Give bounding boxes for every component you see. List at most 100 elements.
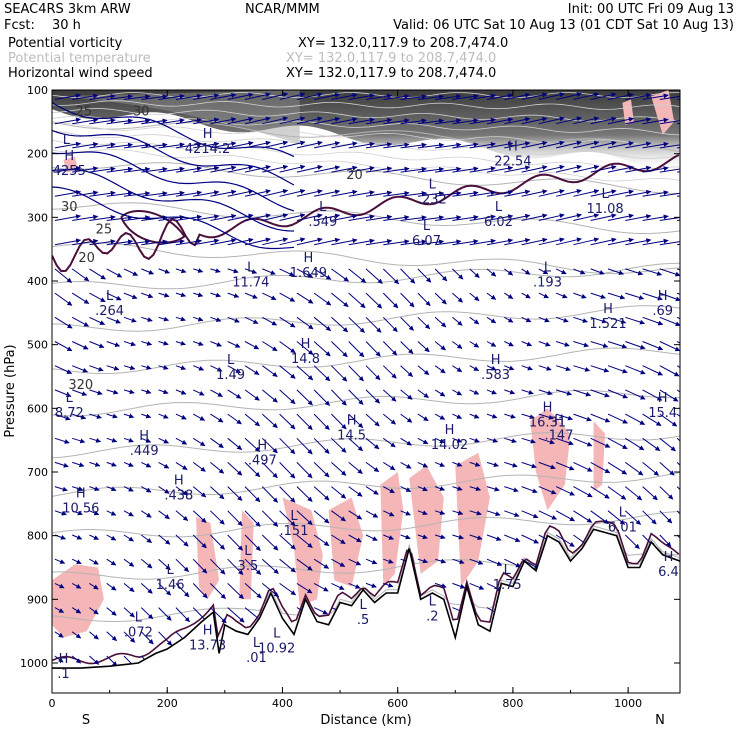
wind-arrow [538, 413, 554, 420]
wind-arrow [607, 389, 628, 399]
extremum-letter: L [429, 595, 437, 610]
wind-arrow [210, 558, 226, 575]
wind-arrow [71, 655, 82, 664]
wind-arrow [573, 461, 593, 472]
wind-arrow [348, 117, 375, 125]
contour-label: 30 [133, 105, 150, 120]
extremum-letter: H [139, 429, 149, 444]
wind-arrow [452, 268, 464, 280]
wind-arrow [210, 365, 223, 372]
wind-arrow [296, 534, 313, 548]
wind-arrow [538, 486, 557, 495]
wind-arrow [296, 389, 313, 406]
wind-arrow [434, 389, 446, 397]
wind-arrow [642, 292, 663, 301]
wind-arrow [555, 365, 571, 372]
south-label: S [82, 713, 90, 728]
wind-arrow [106, 215, 133, 221]
extremum-value: .1 [57, 667, 69, 682]
wind-arrow [590, 316, 608, 324]
wind-arrow [555, 116, 582, 125]
wind-arrow [261, 389, 278, 403]
wind-arrow [573, 116, 600, 125]
wind-arrow [227, 116, 254, 125]
wind-arrow [452, 558, 465, 565]
wind-arrow [296, 164, 323, 173]
wind-arrow [244, 341, 260, 350]
x-tick-label: 0 [49, 697, 56, 710]
wind-arrow [175, 389, 187, 395]
wind-arrow [72, 214, 99, 221]
extremum-letter: L [227, 353, 235, 368]
wind-arrow [348, 190, 375, 197]
wind-arrow [331, 413, 347, 430]
wind-arrow [365, 316, 382, 333]
wind-arrow [193, 117, 220, 125]
wind-arrow [279, 116, 306, 125]
wind-arrow [54, 631, 64, 638]
wind-arrow [348, 534, 362, 543]
wind-arrow [193, 190, 220, 197]
wind-arrow [538, 341, 551, 347]
wind-arrow [313, 165, 341, 173]
wind-arrow [331, 558, 346, 567]
wind-arrow [54, 292, 73, 306]
extremum-value: 14.8 [291, 352, 320, 367]
wind-arrow [106, 268, 123, 278]
wind-arrow [106, 607, 117, 616]
wind-arrow [244, 164, 271, 173]
wind-arrow [383, 437, 396, 448]
wind-arrow [54, 558, 66, 564]
wind-arrow [607, 165, 634, 173]
wind-arrow [192, 389, 205, 396]
wind-arrow [193, 141, 220, 149]
wind-arrow [555, 437, 574, 446]
wind-arrow [348, 389, 364, 405]
wind-speed-contour [52, 151, 295, 212]
wind-arrow [417, 239, 445, 246]
wind-arrow [573, 237, 600, 246]
wind-arrow [54, 437, 70, 444]
wind-arrow [365, 534, 378, 541]
legend-xy-wind: XY= 132.0,117.9 to 208.7,474.0 [286, 66, 497, 81]
wind-arrow [71, 316, 90, 327]
wind-arrow [227, 413, 242, 425]
wind-arrow [400, 534, 411, 540]
wind-arrow [123, 607, 135, 618]
wind-arrow [262, 116, 289, 125]
wind-arrow [227, 607, 245, 623]
wind-arrow [296, 365, 314, 381]
wind-arrow [590, 437, 611, 448]
wind-arrow [158, 437, 169, 444]
wind-arrow [141, 340, 153, 346]
wind-arrow [123, 316, 137, 323]
wind-arrow [625, 341, 646, 350]
wind-arrow [417, 389, 429, 399]
wind-arrow [659, 292, 680, 302]
wind-arrow [175, 534, 189, 547]
wind-arrow [573, 413, 592, 422]
fcst-value: 30 h [52, 18, 81, 33]
wind-arrow [140, 631, 154, 645]
wind-arrow [227, 140, 254, 149]
wind-arrow [193, 341, 204, 346]
wind-arrow [469, 190, 496, 197]
wind-arrow [607, 92, 634, 100]
wind-arrow [538, 164, 565, 173]
wind-arrow [106, 461, 117, 467]
extremum-value: 22.54 [494, 155, 531, 170]
wind-arrow [106, 389, 119, 395]
contour-label: 25 [75, 105, 92, 120]
wind-arrow [624, 510, 641, 525]
wind-arrow [106, 582, 117, 591]
pink-fill-region [530, 408, 571, 511]
x-tick-label: 1000 [614, 697, 642, 710]
extremum-letter: H [59, 652, 69, 667]
wind-arrow [555, 461, 575, 471]
wind-arrow [400, 413, 413, 423]
wind-arrow [192, 413, 206, 421]
wind-arrow [607, 413, 628, 424]
wind-arrow [607, 341, 628, 349]
wind-arrow [296, 92, 323, 100]
wind-arrow [123, 191, 151, 197]
